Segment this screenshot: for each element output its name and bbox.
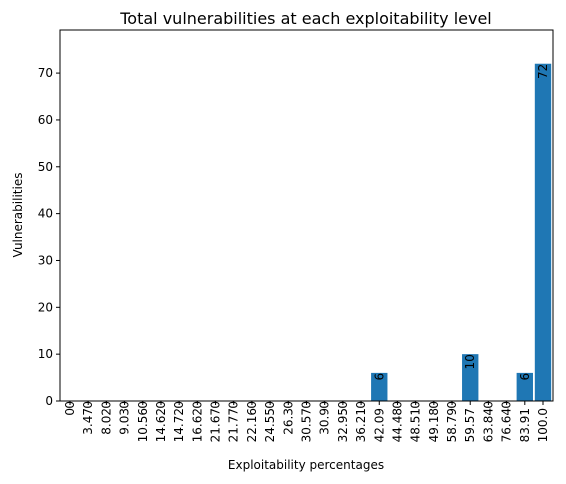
x-tick-label: 10.56: [136, 408, 150, 442]
x-tick-label: 14.62: [154, 408, 168, 442]
x-tick-label: 83.91: [518, 408, 532, 442]
data-label: 0: [500, 401, 514, 409]
x-tick-label: 14.72: [172, 408, 186, 442]
y-tick-label: 40: [38, 207, 53, 221]
data-label: 10: [463, 354, 477, 369]
data-label: 0: [172, 401, 186, 409]
data-label: 0: [154, 401, 168, 409]
data-label: 0: [336, 401, 350, 409]
x-tick-label: 16.62: [190, 408, 204, 442]
data-label: 0: [300, 401, 314, 409]
x-axis-label: Exploitability percentages: [228, 458, 384, 472]
data-label: 6: [372, 373, 386, 381]
x-tick-label: 76.64: [500, 408, 514, 442]
y-axis: 0 10 20 30 40 50 60 70: [38, 66, 60, 408]
y-tick-label: 70: [38, 66, 53, 80]
x-tick-label: 30.9: [318, 408, 332, 435]
y-axis-label: Vulnerabilities: [11, 173, 25, 258]
data-label: 6: [518, 373, 532, 381]
data-label: 72: [536, 64, 550, 79]
x-tick-label: 100.0: [536, 408, 550, 442]
data-label: 0: [481, 401, 495, 409]
x-tick-label: 30.57: [300, 408, 314, 442]
y-tick-label: 0: [45, 394, 53, 408]
x-tick-label: 21.67: [209, 408, 223, 442]
x-tick-label: 63.84: [481, 408, 495, 442]
x-tick-label: 24.55: [263, 408, 277, 442]
data-label: 0: [245, 401, 259, 409]
data-label: 0: [318, 401, 332, 409]
data-label: 0: [409, 401, 423, 409]
y-tick-label: 50: [38, 160, 53, 174]
x-tick-label: 8.02: [99, 408, 113, 435]
data-label: 0: [118, 401, 132, 409]
data-label: 0: [227, 401, 241, 409]
bars-layer: [371, 64, 551, 401]
x-tick-label: 36.21: [354, 408, 368, 442]
data-label: 0: [263, 401, 277, 409]
x-tick-label: 22.16: [245, 408, 259, 442]
data-label: 0: [427, 401, 441, 409]
y-tick-label: 30: [38, 253, 53, 267]
data-label: 0: [190, 401, 204, 409]
x-tick-label: 9.03: [118, 408, 132, 435]
data-label: 0: [99, 401, 113, 409]
x-tick-label: 32.95: [336, 408, 350, 442]
x-tick-label: 44.48: [390, 408, 404, 442]
x-tick-label: 48.51: [409, 408, 423, 442]
data-label: 0: [354, 401, 368, 409]
chart-title: Total vulnerabilities at each exploitabi…: [119, 9, 492, 28]
data-label: 0: [81, 401, 95, 409]
x-tick-label: 26.3: [281, 408, 295, 435]
data-label: 0: [63, 401, 77, 409]
x-tick-label: 59.57: [463, 408, 477, 442]
data-label: 0: [445, 401, 459, 409]
data-label: 0: [136, 401, 150, 409]
data-label: 0: [390, 401, 404, 409]
y-tick-label: 60: [38, 113, 53, 127]
bar-100.0: [535, 64, 551, 401]
y-tick-label: 20: [38, 300, 53, 314]
y-tick-label: 10: [38, 347, 53, 361]
data-label: 0: [209, 401, 223, 409]
plot-frame: [60, 30, 553, 401]
x-tick-label: 49.18: [427, 408, 441, 442]
x-tick-label: 3.47: [81, 408, 95, 435]
x-tick-label: 21.77: [227, 408, 241, 442]
x-tick-label: 58.79: [445, 408, 459, 442]
data-label: 0: [281, 401, 295, 409]
x-tick-label: 42.09: [372, 408, 386, 442]
